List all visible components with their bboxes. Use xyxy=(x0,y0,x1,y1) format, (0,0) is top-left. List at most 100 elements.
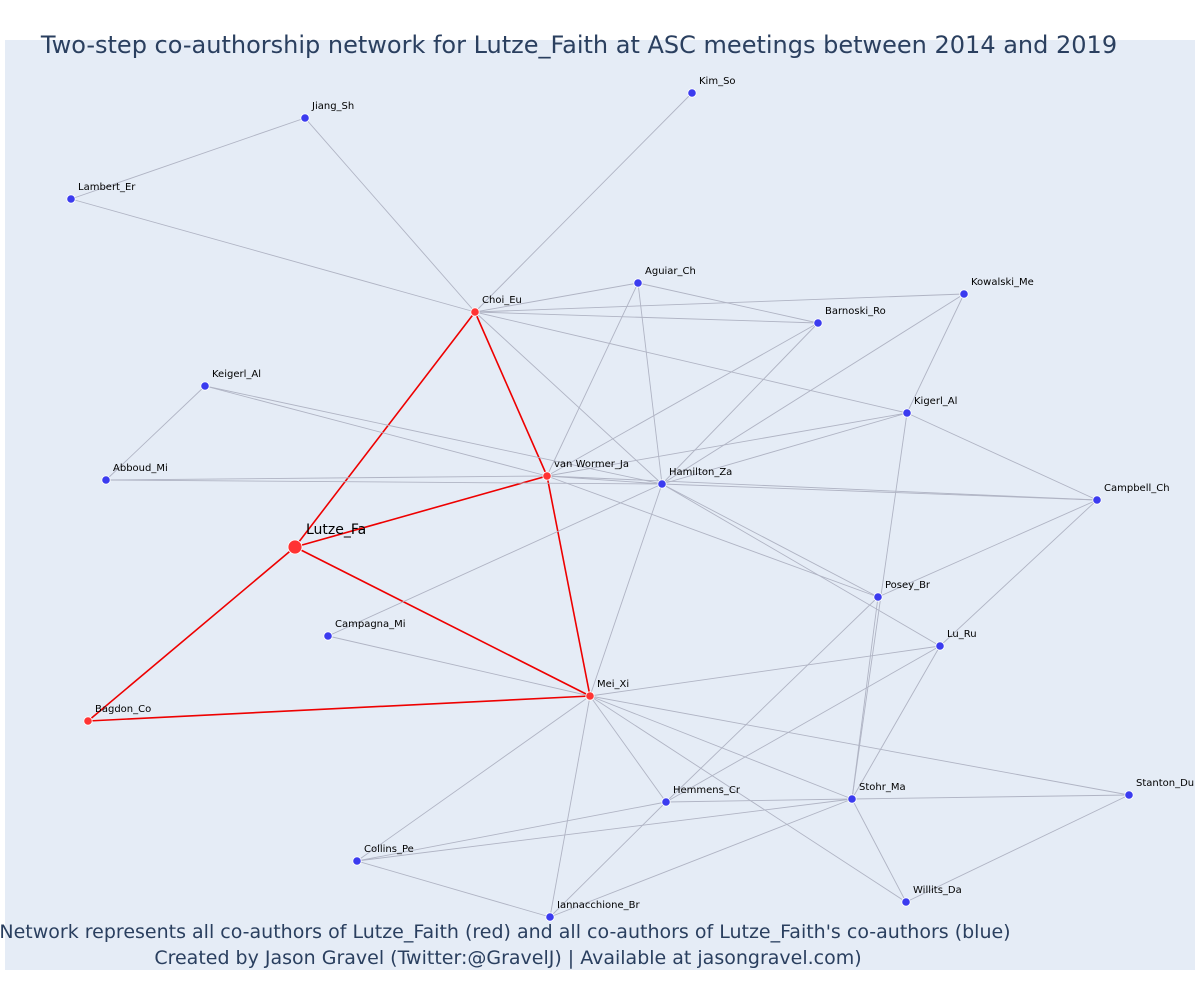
node-campbell-ch[interactable] xyxy=(1092,495,1102,505)
edge-hemmens-cr-iannacchione-br xyxy=(549,801,667,918)
edge-mei-xi-hemmens-cr xyxy=(589,695,667,803)
edge-mei-xi-stohr-ma xyxy=(589,695,853,800)
edge-kowalski-me-kigerl-al xyxy=(906,293,965,414)
node-barnoski-ro[interactable] xyxy=(813,318,823,328)
chart-title: Two-step co-authorship network for Lutze… xyxy=(40,31,1117,59)
node-label-bagdon-co: Bagdon_Co xyxy=(95,704,151,715)
edge-hemmens-cr-collins-pe xyxy=(356,801,667,862)
node-collins-pe[interactable] xyxy=(352,856,362,866)
node-willits-da[interactable] xyxy=(901,897,911,907)
edge-stohr-ma-stanton-du xyxy=(851,794,1130,800)
caption-line-2: Created by Jason Gravel (Twitter:@Gravel… xyxy=(154,947,861,969)
node-label-posey-br: Posey_Br xyxy=(885,580,931,591)
node-mei-xi[interactable] xyxy=(585,691,595,701)
edge-choi-eu-van-wormer-ja xyxy=(474,311,548,477)
edge-hamilton-za-campbell-ch xyxy=(661,483,1098,501)
edge-kowalski-me-hamilton-za xyxy=(661,293,965,485)
edge-lutze-fa-van-wormer-ja xyxy=(294,475,548,548)
edge-van-wormer-ja-mei-xi xyxy=(546,475,591,697)
edge-layer xyxy=(70,92,1130,918)
edge-mei-xi-lu-ru xyxy=(589,645,941,697)
edge-mei-xi-iannacchione-br xyxy=(549,695,591,918)
edge-collins-pe-iannacchione-br xyxy=(356,860,551,918)
node-label-lu-ru: Lu_Ru xyxy=(947,629,977,640)
node-posey-br[interactable] xyxy=(873,592,883,602)
node-hemmens-cr[interactable] xyxy=(661,797,671,807)
node-label-campbell-ch: Campbell_Ch xyxy=(1104,483,1170,494)
node-label-choi-eu: Choi_Eu xyxy=(482,295,522,306)
edge-abboud-mi-van-wormer-ja xyxy=(105,475,548,481)
node-stohr-ma[interactable] xyxy=(847,794,857,804)
node-kowalski-me[interactable] xyxy=(959,289,969,299)
node-iannacchione-br[interactable] xyxy=(545,912,555,922)
node-choi-eu[interactable] xyxy=(470,307,480,317)
node-label-hemmens-cr: Hemmens_Cr xyxy=(673,785,741,796)
edge-kigerl-al-stohr-ma xyxy=(851,412,908,800)
node-jiang-sh[interactable] xyxy=(300,113,310,123)
edge-mei-xi-willits-da xyxy=(589,695,907,903)
node-label-mei-xi: Mei_Xi xyxy=(597,679,629,690)
edge-choi-eu-aguiar-ch xyxy=(474,282,639,313)
edge-van-wormer-ja-posey-br xyxy=(546,475,879,598)
edge-lutze-fa-bagdon-co xyxy=(87,546,296,722)
edge-aguiar-ch-barnoski-ro xyxy=(637,282,819,324)
edge-keigerl-al-abboud-mi xyxy=(105,385,206,481)
edge-hamilton-za-lu-ru xyxy=(661,483,941,647)
edge-lutze-fa-mei-xi xyxy=(294,546,591,697)
node-aguiar-ch[interactable] xyxy=(633,278,643,288)
node-label-barnoski-ro: Barnoski_Ro xyxy=(825,306,886,317)
edge-hamilton-za-posey-br xyxy=(661,483,879,598)
node-label-abboud-mi: Abboud_Mi xyxy=(113,463,168,474)
node-lutze-fa[interactable] xyxy=(287,539,303,555)
edge-choi-eu-kim-so xyxy=(474,92,693,313)
edge-van-wormer-ja-campbell-ch xyxy=(546,475,1098,501)
edge-stanton-du-willits-da xyxy=(905,794,1130,903)
node-campagna-mi[interactable] xyxy=(323,631,333,641)
node-label-aguiar-ch: Aguiar_Ch xyxy=(645,266,696,277)
edge-aguiar-ch-hamilton-za xyxy=(637,282,663,485)
edge-barnoski-ro-van-wormer-ja xyxy=(546,322,819,477)
edge-abboud-mi-hamilton-za xyxy=(105,479,663,485)
edge-van-wormer-ja-hamilton-za xyxy=(546,475,663,485)
node-lambert-er[interactable] xyxy=(66,194,76,204)
edge-campbell-ch-lu-ru xyxy=(939,499,1098,647)
edge-kigerl-al-campbell-ch xyxy=(906,412,1098,501)
edge-choi-eu-barnoski-ro xyxy=(474,311,819,324)
node-label-lambert-er: Lambert_Er xyxy=(78,182,136,193)
edge-choi-eu-kigerl-al xyxy=(474,311,908,414)
node-abboud-mi[interactable] xyxy=(101,475,111,485)
edge-hamilton-za-mei-xi xyxy=(589,483,663,697)
node-label-lutze-fa: Lutze_Fa xyxy=(306,522,366,538)
node-stanton-du[interactable] xyxy=(1124,790,1134,800)
edge-campagna-mi-mei-xi xyxy=(327,635,591,697)
node-van-wormer-ja[interactable] xyxy=(542,471,552,481)
edge-posey-br-stohr-ma xyxy=(851,596,879,800)
edge-choi-eu-lambert-er xyxy=(70,198,476,313)
node-bagdon-co[interactable] xyxy=(83,716,93,726)
node-lu-ru[interactable] xyxy=(935,641,945,651)
edge-hemmens-cr-stohr-ma xyxy=(665,798,853,803)
node-label-kim-so: Kim_So xyxy=(699,76,736,87)
node-label-jiang-sh: Jiang_Sh xyxy=(311,101,354,112)
node-kim-so[interactable] xyxy=(687,88,697,98)
node-label-stohr-ma: Stohr_Ma xyxy=(859,782,906,793)
edge-bagdon-co-mei-xi xyxy=(87,695,591,722)
edge-lu-ru-hemmens-cr xyxy=(665,645,941,803)
edge-jiang-sh-lambert-er xyxy=(70,117,306,200)
edge-mei-xi-collins-pe xyxy=(356,695,591,862)
edge-choi-eu-jiang-sh xyxy=(304,117,476,313)
edge-choi-eu-kowalski-me xyxy=(474,293,965,313)
node-label-kigerl-al: Kigerl_Al xyxy=(914,396,957,407)
edge-mei-xi-stanton-du xyxy=(589,695,1130,796)
caption-line-1: Network represents all co-authors of Lut… xyxy=(0,921,1011,943)
edge-choi-eu-hamilton-za xyxy=(474,311,663,485)
node-hamilton-za[interactable] xyxy=(657,479,667,489)
edge-lu-ru-stohr-ma xyxy=(851,645,941,800)
node-kigerl-al[interactable] xyxy=(902,408,912,418)
node-label-willits-da: Willits_Da xyxy=(913,885,962,896)
edge-campbell-ch-posey-br xyxy=(877,499,1098,598)
edge-aguiar-ch-van-wormer-ja xyxy=(546,282,639,477)
node-keigerl-al[interactable] xyxy=(200,381,210,391)
edge-hamilton-za-campagna-mi xyxy=(327,483,663,637)
